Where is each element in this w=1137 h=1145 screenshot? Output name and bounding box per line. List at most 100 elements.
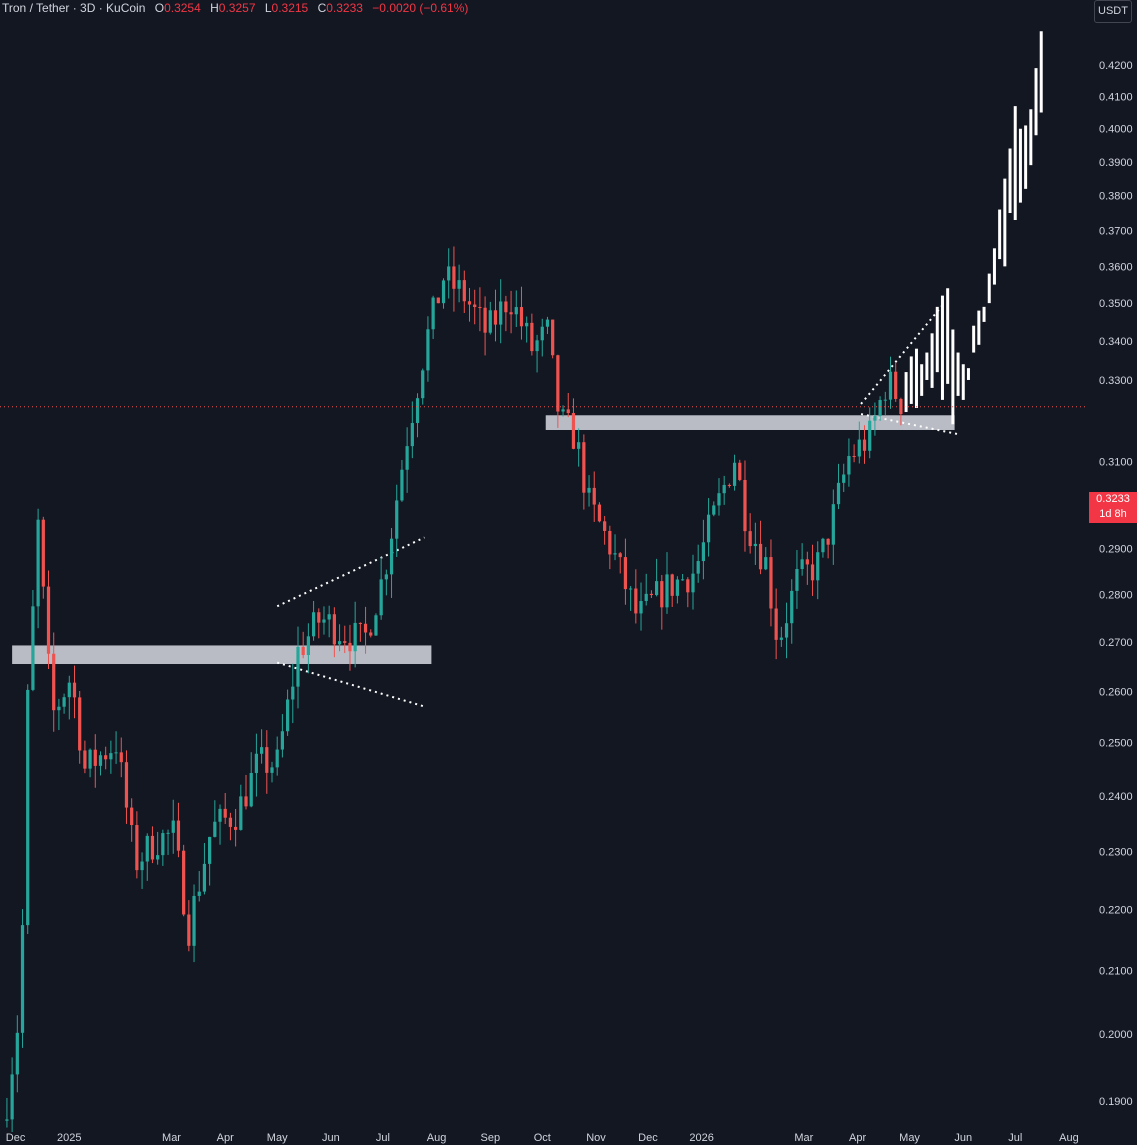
candle-body: [551, 319, 555, 356]
candle-body: [182, 850, 186, 915]
candle-body: [405, 446, 409, 470]
candle-body: [675, 579, 680, 596]
candle-body: [665, 574, 669, 608]
candle-body: [93, 749, 97, 766]
x-tick-label: Dec: [6, 1132, 26, 1144]
candle-body: [597, 504, 602, 522]
x-tick-label: Sep: [481, 1132, 501, 1144]
y-tick-label: 0.4200: [1099, 60, 1133, 72]
candle-body: [161, 833, 165, 856]
candle-body: [140, 861, 144, 871]
candle-body: [171, 820, 175, 833]
candle-body: [878, 400, 882, 416]
candle-body: [655, 581, 659, 596]
candle-body: [847, 456, 851, 475]
candle-body: [535, 340, 539, 352]
candle-body: [862, 439, 867, 451]
x-tick-label: Apr: [849, 1132, 866, 1144]
candle-body: [587, 487, 591, 493]
candle-body: [135, 825, 139, 871]
candle-body: [462, 280, 466, 302]
currency-unit-button[interactable]: USDT: [1094, 0, 1132, 23]
candle-body: [192, 895, 196, 946]
candle-body: [831, 504, 835, 545]
candle-body: [36, 519, 40, 607]
candle-body: [306, 636, 310, 656]
open-value: 0.3254: [164, 1, 201, 15]
candle-body: [332, 614, 336, 645]
candle-body: [712, 505, 716, 515]
y-tick-label: 0.2400: [1099, 791, 1133, 803]
candle-body: [239, 796, 243, 830]
candle-body: [104, 755, 108, 760]
candle-body: [629, 588, 633, 590]
candle-body: [202, 863, 207, 892]
candle-body: [779, 637, 783, 640]
high-value: 0.3257: [218, 1, 256, 15]
candle-body: [421, 370, 425, 399]
candle-body: [436, 297, 440, 304]
candle-body: [836, 482, 841, 505]
y-tick-label: 0.2700: [1099, 637, 1133, 649]
y-tick-label: 0.2200: [1099, 905, 1133, 917]
y-tick-label: 0.3400: [1099, 336, 1133, 348]
dotted-trend-line: [860, 302, 945, 405]
candle-body: [270, 767, 274, 773]
candle-body: [499, 301, 503, 325]
candle-body: [644, 593, 648, 602]
candle-body: [774, 608, 778, 640]
dotted-trend-line: [276, 536, 425, 608]
candle-body: [701, 542, 705, 562]
candle-body: [124, 762, 129, 808]
candle-body: [561, 409, 565, 412]
candle-body: [265, 747, 269, 773]
x-tick-label: Mar: [162, 1132, 181, 1144]
candle-body: [327, 614, 331, 620]
candle-body: [894, 371, 898, 399]
y-tick-label: 0.3900: [1099, 157, 1133, 169]
candle-body: [717, 493, 721, 506]
candle-body: [130, 807, 134, 826]
x-tick-label: May: [899, 1132, 920, 1144]
candle-body: [228, 817, 233, 827]
candle-body: [821, 538, 825, 553]
candle-body: [208, 836, 212, 864]
candle-body: [285, 699, 290, 732]
low-value: 0.3215: [271, 1, 309, 15]
last-price-value: 0.3233: [1096, 493, 1130, 505]
trend-lines: [276, 302, 960, 708]
candle-body: [31, 606, 35, 690]
y-tick-label: 0.3300: [1099, 375, 1133, 387]
x-tick-label: May: [267, 1132, 288, 1144]
candle-body: [473, 304, 477, 308]
candle-body: [545, 319, 550, 327]
bar-countdown: 1d 8h: [1099, 508, 1127, 520]
candle-body: [213, 821, 217, 837]
candle-body: [291, 686, 295, 700]
candle-body: [88, 749, 92, 769]
candle-body: [556, 355, 560, 412]
candle-body: [660, 581, 664, 608]
x-tick-label: Mar: [794, 1132, 813, 1144]
candle-body: [613, 553, 617, 555]
candle-body: [722, 484, 726, 494]
candle-body: [98, 755, 103, 766]
candle-body: [67, 682, 71, 698]
y-tick-label: 0.2100: [1099, 965, 1133, 977]
x-tick-label: 2025: [57, 1132, 81, 1144]
x-tick-label: Apr: [217, 1132, 234, 1144]
candle-body: [259, 747, 264, 754]
candle-body: [374, 615, 378, 636]
candle-body: [488, 310, 492, 333]
candle-body: [592, 487, 596, 505]
candle-body: [571, 413, 576, 449]
x-tick-label: 2026: [689, 1132, 713, 1144]
y-tick-label: 0.3700: [1099, 226, 1133, 238]
candle-body: [389, 538, 394, 575]
time-axis[interactable]: Dec 2025 Mar Apr May Jun Jul Aug Sep Oct Nov Dec 202…: [6, 1132, 1079, 1144]
candle-body: [5, 1119, 9, 1121]
price-axis[interactable]: 0.4200 0.4100 0.4000 0.3900 0.3800 0.3700 0.36…: [1099, 60, 1133, 1108]
open-label: O: [154, 1, 165, 15]
candle-body: [691, 573, 695, 593]
